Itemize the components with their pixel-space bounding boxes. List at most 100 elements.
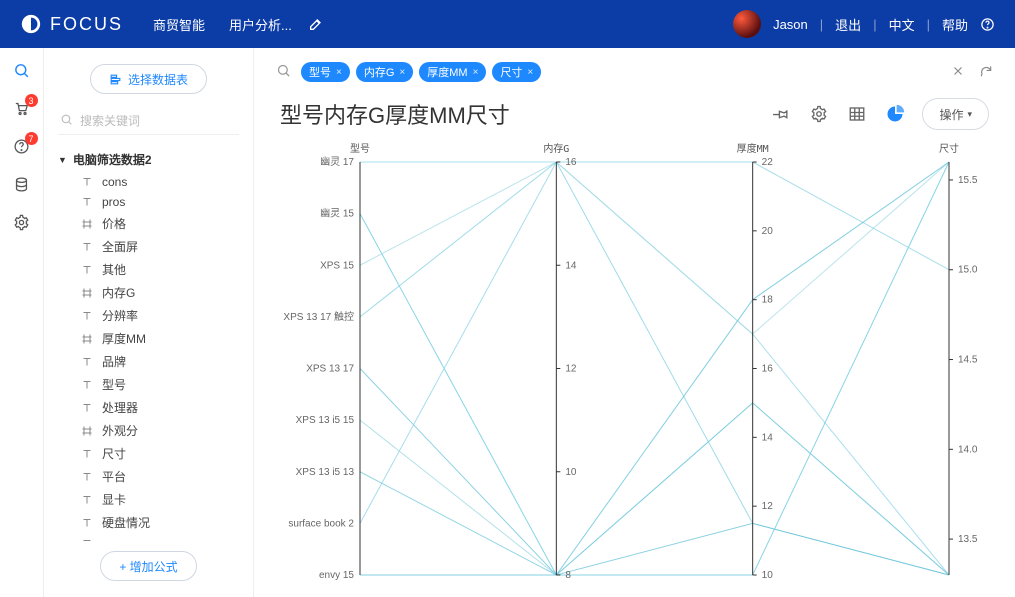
field-type-icon [80, 448, 94, 460]
svg-text:12: 12 [762, 501, 774, 512]
field-item[interactable]: pros [58, 192, 245, 212]
settings-icon[interactable] [808, 103, 830, 125]
svg-text:envy 15: envy 15 [319, 570, 354, 581]
operation-button[interactable]: 操作 ▾ [922, 98, 989, 130]
field-item[interactable]: 品牌 [58, 350, 245, 373]
field-type-icon [80, 287, 94, 299]
field-item[interactable]: cons [58, 172, 245, 192]
clear-icon[interactable] [951, 64, 965, 81]
search-icon [60, 113, 73, 129]
svg-text:14.5: 14.5 [958, 355, 978, 366]
chip-close-icon[interactable]: × [399, 67, 405, 78]
svg-text:14.0: 14.0 [958, 444, 978, 455]
field-item[interactable]: 平台 [58, 465, 245, 488]
rail-cart-icon[interactable]: 3 [12, 98, 32, 118]
field-item[interactable]: 厚度MM [58, 327, 245, 350]
svg-text:内存G: 内存G [543, 142, 569, 155]
query-chip[interactable]: 内存G× [356, 62, 413, 82]
field-item[interactable]: 显卡 [58, 488, 245, 511]
edit-icon[interactable] [308, 16, 324, 32]
app-header: FOCUS 商贸智能 用户分析... Jason | 退出 | 中文 | 帮助 [0, 0, 1015, 48]
query-chip[interactable]: 尺寸× [492, 62, 541, 82]
svg-text:XPS 13 17 触控: XPS 13 17 触控 [283, 310, 354, 323]
avatar[interactable] [733, 10, 761, 38]
svg-text:surface book 2: surface book 2 [288, 518, 354, 529]
svg-text:厚度MM: 厚度MM [737, 142, 769, 155]
field-item[interactable]: 硬盘情况 [58, 511, 245, 534]
rail-question-icon[interactable]: 7 [12, 136, 32, 156]
field-label: 价格 [102, 215, 126, 232]
help-badge: 7 [25, 132, 38, 145]
field-item[interactable]: 内存G [58, 281, 245, 304]
refresh-icon[interactable] [979, 64, 993, 81]
query-chip[interactable]: 厚度MM× [419, 62, 486, 82]
lang-link[interactable]: 中文 [889, 15, 915, 34]
field-item[interactable]: 外观分 [58, 419, 245, 442]
field-item[interactable]: 价格 [58, 212, 245, 235]
user-name[interactable]: Jason [773, 17, 808, 32]
sidebar-search [58, 108, 239, 135]
field-type-icon [80, 264, 94, 276]
field-item[interactable]: 处理器 [58, 396, 245, 419]
field-item[interactable]: 分辨率 [58, 304, 245, 327]
chart-icon[interactable] [884, 103, 906, 125]
add-formula-button[interactable]: + 增加公式 [100, 551, 196, 581]
svg-text:14: 14 [762, 432, 774, 443]
tree-root[interactable]: ▼ 电脑筛选数据2 [58, 147, 245, 172]
svg-text:XPS 13 i5 13: XPS 13 i5 13 [296, 467, 355, 478]
svg-text:型号: 型号 [350, 142, 370, 155]
select-data-button[interactable]: 选择数据表 [90, 64, 207, 94]
field-item[interactable]: 型号 [58, 373, 245, 396]
logout-link[interactable]: 退出 [835, 15, 861, 34]
field-type-icon [80, 425, 94, 437]
chip-close-icon[interactable]: × [527, 67, 533, 78]
field-label: 全面屏 [102, 238, 138, 255]
chips: 型号× 内存G× 厚度MM× 尺寸× [301, 62, 941, 82]
chevron-down-icon: ▾ [967, 109, 972, 120]
field-item[interactable]: 尺寸 [58, 442, 245, 465]
query-chip[interactable]: 型号× [301, 62, 350, 82]
help-icon[interactable] [980, 17, 995, 32]
main-area: 型号× 内存G× 厚度MM× 尺寸× 型号 内存G 厚度MM 尺寸 操作 ▾ [254, 48, 1015, 597]
search-icon[interactable] [276, 63, 291, 81]
field-label: 分辨率 [102, 307, 138, 324]
field-type-icon [80, 402, 94, 414]
svg-text:尺寸: 尺寸 [939, 142, 959, 155]
field-type-icon [80, 176, 94, 188]
rail-settings-icon[interactable] [12, 212, 32, 232]
svg-text:15.5: 15.5 [958, 175, 978, 186]
svg-text:8: 8 [565, 570, 571, 581]
field-type-icon [80, 310, 94, 322]
pin-icon[interactable] [770, 103, 792, 125]
sidebar: 选择数据表 ▼ 电脑筛选数据2 cons pros 价格全面屏其他内存G 分辨率厚度M… [44, 48, 254, 597]
chart-area: 型号幽灵 17幽灵 15XPS 15XPS 13 17 触控XPS 13 17X… [254, 136, 1015, 597]
field-item[interactable]: 其他 [58, 258, 245, 281]
header-right: Jason | 退出 | 中文 | 帮助 [733, 10, 995, 38]
svg-text:15.0: 15.0 [958, 265, 978, 276]
field-item[interactable]: 全面屏 [58, 235, 245, 258]
field-label: cons [102, 175, 127, 189]
svg-text:XPS 13 17: XPS 13 17 [306, 364, 354, 375]
field-label: 外观分 [102, 422, 138, 439]
table-icon[interactable] [846, 103, 868, 125]
rail-db-icon[interactable] [12, 174, 32, 194]
nav-item-bi[interactable]: 商贸智能 [153, 15, 205, 34]
sidebar-search-input[interactable] [58, 108, 239, 135]
field-type-icon [80, 196, 94, 208]
svg-text:12: 12 [565, 364, 577, 375]
chip-close-icon[interactable]: × [473, 67, 479, 78]
nav-item-user[interactable]: 用户分析... [229, 15, 292, 34]
svg-text:13.5: 13.5 [958, 534, 978, 545]
field-label: pros [102, 195, 125, 209]
field-label: 内存G [102, 284, 135, 301]
chip-close-icon[interactable]: × [336, 67, 342, 78]
field-label: 处理器 [102, 399, 138, 416]
rail-search-icon[interactable] [12, 60, 32, 80]
left-rail: 3 7 [0, 48, 44, 597]
help-link[interactable]: 帮助 [942, 15, 968, 34]
field-label: 尺寸 [102, 445, 126, 462]
field-type-icon [80, 517, 94, 529]
field-item[interactable]: ········· [58, 534, 245, 541]
field-label: 品牌 [102, 353, 126, 370]
field-type-icon [80, 356, 94, 368]
